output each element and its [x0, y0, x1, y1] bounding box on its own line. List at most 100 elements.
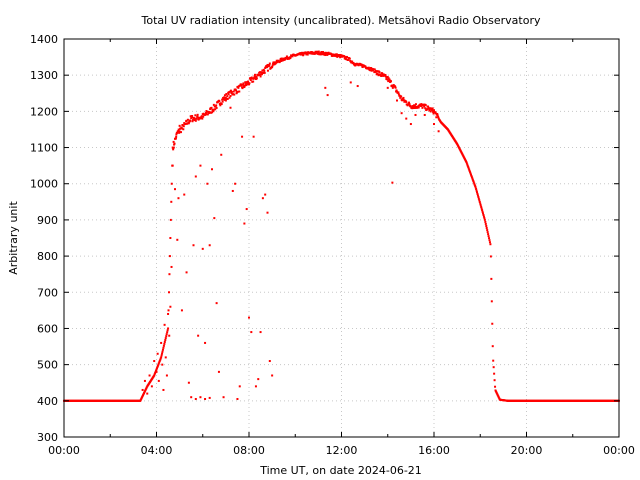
data-point [427, 106, 430, 109]
data-point [484, 220, 487, 223]
data-point-scatter [165, 374, 168, 377]
data-point [250, 76, 253, 79]
data-point [467, 167, 470, 170]
data-point [253, 75, 256, 78]
data-point [477, 197, 480, 200]
y-tick-label: 1000 [30, 178, 58, 191]
y-tick-label: 300 [37, 431, 58, 444]
data-point [428, 109, 431, 112]
data-point [271, 64, 274, 67]
data-point [190, 117, 193, 120]
data-point [215, 106, 218, 109]
data-point [170, 182, 173, 185]
data-point [477, 196, 480, 199]
data-point [236, 90, 239, 93]
data-point-scatter [250, 331, 253, 334]
data-point [221, 98, 224, 101]
data-point [482, 212, 485, 215]
data-point [299, 52, 302, 55]
data-point [219, 104, 222, 107]
data-point [284, 58, 287, 61]
data-point [244, 81, 247, 84]
data-point [229, 89, 232, 92]
data-point [333, 54, 336, 57]
data-point [371, 67, 374, 70]
y-tick-label: 600 [37, 322, 58, 335]
data-point [483, 218, 486, 221]
data-point-scatter [231, 189, 234, 192]
data-point [192, 118, 195, 121]
data-point [178, 131, 181, 134]
data-point [211, 111, 213, 114]
data-point [327, 51, 330, 54]
data-point-scatter [261, 197, 264, 200]
data-point [304, 51, 307, 54]
data-point [475, 187, 478, 190]
data-point [182, 125, 185, 128]
data-point-scatter [161, 363, 164, 366]
data-point [344, 56, 347, 59]
data-point [233, 93, 236, 96]
data-point-scatter [229, 106, 232, 109]
data-point [239, 84, 242, 87]
data-point [234, 88, 237, 91]
data-point [156, 364, 159, 367]
data-point [200, 115, 203, 118]
data-point [412, 107, 415, 110]
data-point [291, 55, 294, 58]
data-point [388, 78, 391, 81]
data-point [483, 217, 486, 220]
data-point [163, 342, 166, 345]
y-tick-label: 700 [37, 286, 58, 299]
data-point [168, 255, 171, 258]
data-point [266, 69, 269, 72]
data-point-scatter [356, 85, 359, 88]
data-point [212, 110, 215, 113]
data-point [479, 204, 482, 207]
data-point-scatter [243, 222, 246, 225]
data-point-scatter [264, 193, 267, 196]
data-point [172, 148, 175, 151]
data-point [259, 75, 262, 78]
data-point [375, 70, 378, 73]
data-point [360, 63, 363, 66]
data-point [225, 93, 228, 96]
data-point [325, 52, 328, 55]
data-point-scatter [156, 352, 159, 355]
data-point [351, 60, 354, 63]
data-point-scatter [248, 316, 250, 319]
data-point [167, 309, 170, 312]
data-point [166, 329, 169, 332]
data-point [478, 201, 481, 203]
data-point [346, 56, 349, 59]
data-point [160, 356, 163, 359]
data-point [429, 110, 432, 113]
data-point [259, 71, 262, 74]
data-point [155, 369, 158, 372]
data-point [380, 75, 383, 77]
data-point [266, 66, 269, 69]
data-point-scatter [170, 265, 173, 268]
data-point [157, 362, 160, 365]
data-point [315, 52, 318, 55]
data-point-scatter [167, 312, 170, 315]
data-point [247, 80, 250, 83]
chart-title: Total UV radiation intensity (uncalibrat… [141, 14, 541, 27]
x-tick-label: 16:00 [418, 444, 450, 457]
data-point [301, 51, 304, 54]
data-point [174, 137, 177, 140]
data-point-scatter [148, 374, 151, 377]
data-point [248, 83, 250, 86]
data-point-scatter [150, 385, 153, 388]
data-point [289, 56, 292, 59]
data-point [175, 133, 178, 136]
data-point [212, 103, 215, 106]
data-point [155, 367, 158, 370]
data-point [486, 231, 489, 234]
data-point [482, 214, 485, 217]
data-point [185, 119, 188, 122]
data-point [201, 117, 204, 120]
data-point-scatter [437, 130, 440, 133]
